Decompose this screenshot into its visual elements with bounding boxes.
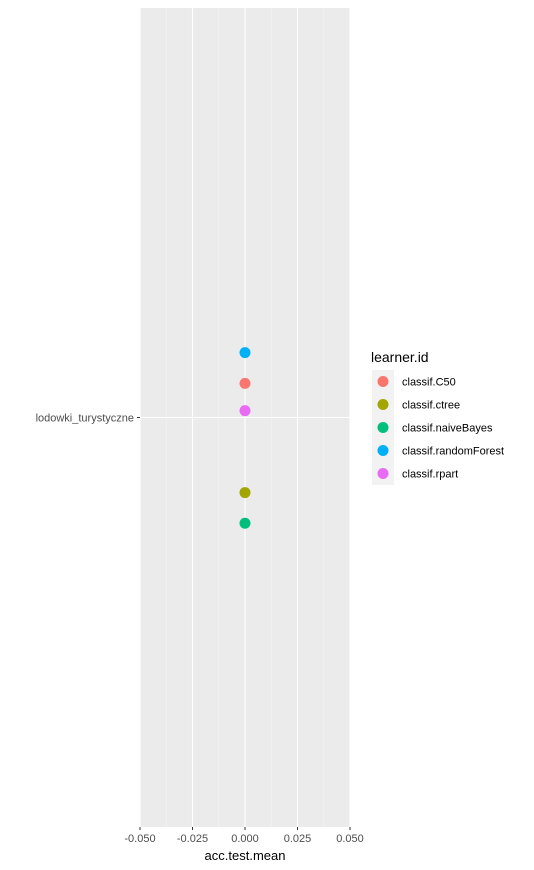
point-classif-naiveBayes xyxy=(239,517,251,529)
point-classif-rpart xyxy=(239,405,251,417)
legend-label: classif.C50 xyxy=(402,377,456,389)
y-tick-label: lodowki_turystyczne xyxy=(36,413,134,425)
legend: learner.id classif.C50 classif.ctree class… xyxy=(371,349,504,485)
legend-key-point xyxy=(377,422,389,433)
legend-key-point xyxy=(377,445,389,456)
x-axis: -0.050 -0.025 0.000 0.025 0.050 xyxy=(124,827,364,845)
y-axis: lodowki_turystyczne xyxy=(36,413,140,425)
point-classif-C50 xyxy=(239,377,251,389)
data-points xyxy=(239,347,251,529)
legend-label: classif.naiveBayes xyxy=(402,423,493,435)
legend-label: classif.ctree xyxy=(402,400,460,412)
legend-key-point xyxy=(377,376,389,387)
legend-title: learner.id xyxy=(371,349,429,365)
x-tick-label: -0.025 xyxy=(177,833,208,845)
grid xyxy=(139,8,351,827)
point-classif-ctree xyxy=(239,487,251,499)
x-axis-title: acc.test.mean xyxy=(205,848,286,863)
x-tick-label: -0.050 xyxy=(124,833,155,845)
legend-label: classif.rpart xyxy=(402,469,458,481)
x-tick-label: 0.000 xyxy=(231,833,259,845)
legend-key-point xyxy=(377,468,389,479)
legend-key-point xyxy=(377,399,389,410)
x-tick-label: 0.050 xyxy=(336,833,364,845)
legend-label: classif.randomForest xyxy=(402,446,504,458)
x-tick-label: 0.025 xyxy=(284,833,312,845)
point-classif-randomForest xyxy=(239,347,251,359)
